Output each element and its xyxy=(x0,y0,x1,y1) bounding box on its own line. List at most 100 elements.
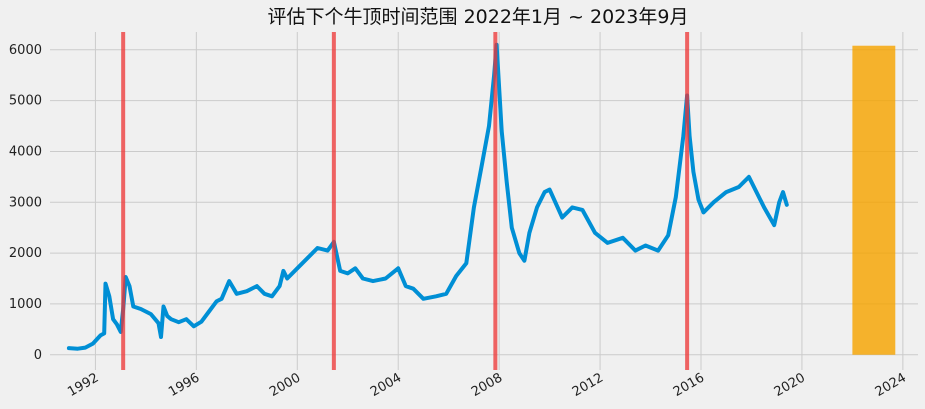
data-point xyxy=(102,331,106,336)
data-point xyxy=(295,266,299,270)
data-point xyxy=(411,287,415,291)
y-tick-label: 1000 xyxy=(9,297,42,312)
data-point xyxy=(91,341,95,346)
data-point xyxy=(156,321,161,325)
data-point xyxy=(325,248,330,253)
data-point xyxy=(107,294,111,298)
data-point xyxy=(633,248,637,253)
y-tick-label: 0 xyxy=(34,348,42,363)
data-point xyxy=(396,266,400,270)
data-point xyxy=(255,284,259,288)
x-tick-label: 1996 xyxy=(166,370,202,400)
data-point xyxy=(696,198,701,202)
y-tick-label: 2000 xyxy=(9,246,42,261)
data-point xyxy=(315,246,320,250)
y-tick-label: 6000 xyxy=(9,43,42,58)
y-tick-label: 5000 xyxy=(9,94,42,109)
x-tick-label: 2008 xyxy=(469,370,505,400)
data-point xyxy=(131,304,135,309)
data-point xyxy=(674,195,678,199)
data-point xyxy=(560,215,564,220)
data-point xyxy=(454,274,458,278)
data-point xyxy=(606,241,610,245)
data-point xyxy=(346,271,350,276)
data-point xyxy=(361,276,365,281)
x-tick-label: 2012 xyxy=(570,370,606,400)
data-point xyxy=(281,269,286,273)
data-point xyxy=(762,205,766,209)
data-point xyxy=(479,165,484,169)
data-point xyxy=(214,299,219,303)
data-point xyxy=(245,289,249,293)
x-tick-label: 2024 xyxy=(873,370,909,400)
x-tick-label: 2004 xyxy=(368,370,404,400)
data-point xyxy=(772,223,776,227)
data-point xyxy=(177,320,181,324)
data-point xyxy=(227,279,231,283)
data-point xyxy=(149,312,153,316)
data-point xyxy=(691,170,696,174)
data-point xyxy=(681,134,685,138)
data-point xyxy=(278,284,282,288)
data-point xyxy=(139,307,143,311)
data-point xyxy=(643,243,648,248)
data-point xyxy=(285,276,289,281)
data-point xyxy=(747,175,751,179)
data-point xyxy=(712,200,716,204)
data-point xyxy=(593,231,597,235)
data-point xyxy=(371,279,375,283)
data-point xyxy=(505,180,509,184)
data-point xyxy=(535,205,539,209)
data-point xyxy=(621,236,625,240)
data-point xyxy=(192,324,196,328)
data-point xyxy=(701,210,706,215)
data-point xyxy=(434,294,438,298)
series-line xyxy=(66,42,789,351)
data-point xyxy=(169,317,173,321)
data-point xyxy=(305,256,309,260)
data-point xyxy=(207,309,211,314)
data-point xyxy=(98,333,103,338)
data-point xyxy=(262,292,267,296)
data-point xyxy=(666,233,670,237)
data-point xyxy=(580,208,585,212)
data-point xyxy=(270,294,274,298)
data-point xyxy=(383,276,388,281)
data-point xyxy=(517,251,521,255)
x-tick-label: 1992 xyxy=(65,370,101,400)
x-tick-label: 2000 xyxy=(267,370,303,400)
data-point xyxy=(111,317,115,321)
data-point xyxy=(724,190,728,194)
data-point xyxy=(404,284,408,288)
data-point xyxy=(103,281,108,286)
y-tick-label: 4000 xyxy=(9,144,42,159)
data-point xyxy=(421,297,426,301)
data-point xyxy=(527,231,532,235)
data-point xyxy=(785,203,789,207)
data-point xyxy=(165,314,169,318)
x-tick-label: 2016 xyxy=(671,370,707,400)
data-point xyxy=(161,304,166,309)
data-point xyxy=(737,185,741,189)
chart-title: 评估下个牛顶时间范围 2022年1月 ~ 2023年9月 xyxy=(268,6,689,28)
data-point xyxy=(235,292,239,296)
forecast-band xyxy=(852,45,896,355)
data-point xyxy=(754,190,759,194)
data-point xyxy=(472,205,476,209)
data-point xyxy=(184,317,188,321)
data-point xyxy=(76,347,80,351)
data-point xyxy=(548,187,552,192)
data-point xyxy=(570,205,574,209)
y-tick-label: 3000 xyxy=(9,195,42,210)
data-point xyxy=(777,200,781,204)
data-point xyxy=(510,226,514,230)
data-point xyxy=(219,297,224,301)
data-point xyxy=(353,266,357,270)
data-point xyxy=(522,259,526,263)
data-point xyxy=(464,261,468,265)
data-point xyxy=(83,346,87,350)
data-point xyxy=(159,335,163,339)
data-point xyxy=(542,190,547,194)
